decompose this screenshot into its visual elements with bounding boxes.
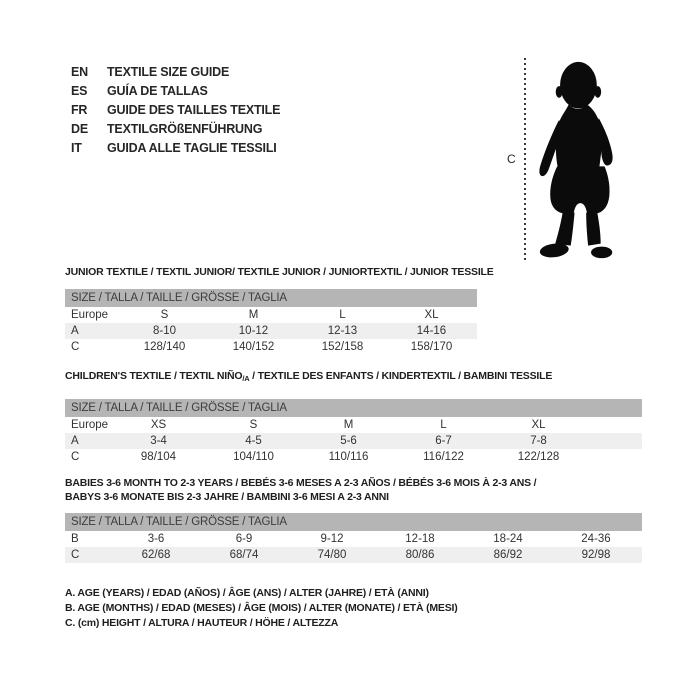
table-cell: 12-13 [327, 325, 358, 337]
footnotes: A. AGE (YEARS) / EDAD (AÑOS) / ÂGE (ANS)… [65, 586, 458, 631]
table-cell: XL [531, 419, 546, 431]
table-cell: 92/98 [581, 549, 611, 561]
row-label: Europe [71, 419, 109, 431]
baby-figure: C [505, 54, 655, 269]
row-label: C [71, 451, 80, 463]
table-cell: 8-10 [152, 325, 177, 337]
language-code: EN [71, 65, 88, 79]
table-cell: M [343, 419, 354, 431]
table-cell: 128/140 [143, 341, 186, 353]
table-cell: 86/92 [493, 549, 523, 561]
baby-silhouette-icon [539, 61, 613, 259]
heading-segment: BABIES 3-6 MONTH TO 2-3 YEARS / BEBÉS 3-… [65, 477, 537, 489]
table-cell: 9-12 [320, 533, 344, 545]
heading-segment: / TEXTILE DES ENFANTS / KINDERTEXTIL / B… [249, 370, 553, 382]
row-label: C [71, 549, 80, 561]
heading-segment: BABYS 3-6 MONATE BIS 2-3 JAHRE / BAMBINI… [65, 491, 389, 503]
table-cell: 140/152 [232, 341, 275, 353]
section-heading: JUNIOR TEXTILE / TEXTIL JUNIOR/ TEXTILE … [65, 265, 494, 279]
table-row: A 3-4 4-5 5-6 6-7 7-8 [65, 433, 642, 449]
table-row: C 128/140 140/152 152/158 158/170 [65, 339, 477, 355]
height-measure-label: C [507, 152, 516, 166]
language-code: IT [71, 141, 82, 155]
table-cell: 12-18 [405, 533, 435, 545]
table-cell: 104/110 [233, 451, 274, 463]
row-label: A [71, 325, 79, 337]
table-cell: 80/86 [405, 549, 435, 561]
table-cell: 6-7 [435, 435, 452, 447]
table-cell: 62/68 [141, 549, 171, 561]
language-code: ES [71, 84, 88, 98]
language-code: FR [71, 103, 88, 117]
table-cell: 3-6 [147, 533, 165, 545]
heading-line: CHILDREN'S TEXTILE / TEXTIL NIÑO/A / TEX… [65, 369, 642, 386]
language-label: GUIDA ALLE TAGLIE TESSILI [107, 141, 277, 155]
heading-line: JUNIOR TEXTILE / TEXTIL JUNIOR/ TEXTILE … [65, 265, 494, 279]
table-cell: 14-16 [416, 325, 447, 337]
table-cell: XL [424, 309, 439, 321]
row-label: Europe [71, 309, 109, 321]
table-cell: L [339, 309, 346, 321]
table-cell: 74/80 [317, 549, 347, 561]
table-cell: 3-4 [150, 435, 167, 447]
table-cell: 6-9 [235, 533, 253, 545]
table-row: Europe XS S M L XL [65, 417, 642, 433]
section-children: CHILDREN'S TEXTILE / TEXTIL NIÑO/A / TEX… [65, 369, 642, 465]
table-cell: 110/116 [328, 451, 369, 463]
heading-segment: /A [242, 374, 250, 383]
language-row: EN TEXTILE SIZE GUIDE [71, 63, 280, 82]
table-cell: XS [150, 419, 167, 431]
row-label: B [71, 533, 79, 545]
language-list: EN TEXTILE SIZE GUIDE ES GUÍA DE TALLAS FR GU… [71, 63, 280, 158]
table-cell: 7-8 [530, 435, 547, 447]
language-row: FR GUIDE DES TAILLES TEXTILE [71, 101, 280, 120]
table-cell: 24-36 [581, 533, 611, 545]
footnote: C. (cm) HEIGHT / ALTURA / HAUTEUR / HÖHE… [65, 617, 339, 629]
table-cell: 10-12 [238, 325, 269, 337]
language-row: DE TEXTILGRÖßENFÜHRUNG [71, 120, 280, 139]
language-label: TEXTILE SIZE GUIDE [107, 65, 230, 79]
heading-segment: CHILDREN'S TEXTILE / TEXTIL NIÑO [65, 370, 243, 382]
table-cell: 5-6 [340, 435, 357, 447]
table-header-bar: SIZE / TALLA / TAILLE / GRÖSSE / TAGLIA [65, 399, 642, 417]
table-cell: 122/128 [517, 451, 560, 463]
language-row: ES GUÍA DE TALLAS [71, 82, 280, 101]
table-row: Europe S M L XL [65, 307, 477, 323]
heading-line: BABYS 3-6 MONATE BIS 2-3 JAHRE / BAMBINI… [65, 490, 642, 504]
section-heading: BABIES 3-6 MONTH TO 2-3 YEARS / BEBÉS 3-… [65, 476, 642, 504]
language-row: IT GUIDA ALLE TAGLIE TESSILI [71, 139, 280, 158]
table-cell: M [248, 309, 259, 321]
table-row: C 62/68 68/74 74/80 80/86 86/92 92/98 [65, 547, 642, 563]
language-code: DE [71, 122, 88, 136]
section-junior: JUNIOR TEXTILE / TEXTIL JUNIOR/ TEXTILE … [65, 265, 494, 355]
table-cell: 98/104 [140, 451, 177, 463]
table-row: C 98/104 104/110 110/116 116/122 122/128 [65, 449, 642, 465]
footnote: A. AGE (YEARS) / EDAD (AÑOS) / ÂGE (ANS)… [65, 587, 429, 599]
table-header-bar: SIZE / TALLA / TAILLE / GRÖSSE / TAGLIA [65, 513, 642, 531]
table-cell: S [249, 419, 258, 431]
table-row: B 3-6 6-9 9-12 12-18 18-24 24-36 [65, 531, 642, 547]
table-cell: S [160, 309, 169, 321]
row-label: A [71, 435, 79, 447]
table-cell: L [440, 419, 447, 431]
footnote: B. AGE (MONTHS) / EDAD (MESES) / ÂGE (MO… [65, 602, 458, 614]
table-cell: 152/158 [321, 341, 364, 353]
table-cell: 116/122 [423, 451, 464, 463]
section-heading: CHILDREN'S TEXTILE / TEXTIL NIÑO/A / TEX… [65, 369, 642, 386]
table-cell: 18-24 [493, 533, 523, 545]
row-label: C [71, 341, 80, 353]
table-cell: 68/74 [229, 549, 259, 561]
heading-segment: JUNIOR TEXTILE / TEXTIL JUNIOR/ TEXTILE … [65, 266, 494, 278]
heading-line: BABIES 3-6 MONTH TO 2-3 YEARS / BEBÉS 3-… [65, 476, 642, 490]
table-cell: 4-5 [245, 435, 262, 447]
table-row: A 8-10 10-12 12-13 14-16 [65, 323, 477, 339]
height-measure-dashed-line [524, 58, 526, 262]
section-babies: BABIES 3-6 MONTH TO 2-3 YEARS / BEBÉS 3-… [65, 476, 642, 563]
language-label: TEXTILGRÖßENFÜHRUNG [107, 122, 263, 136]
table-cell: 158/170 [410, 341, 453, 353]
language-label: GUIDE DES TAILLES TEXTILE [107, 103, 281, 117]
table-header-bar: SIZE / TALLA / TAILLE / GRÖSSE / TAGLIA [65, 289, 477, 307]
language-label: GUÍA DE TALLAS [107, 84, 208, 98]
